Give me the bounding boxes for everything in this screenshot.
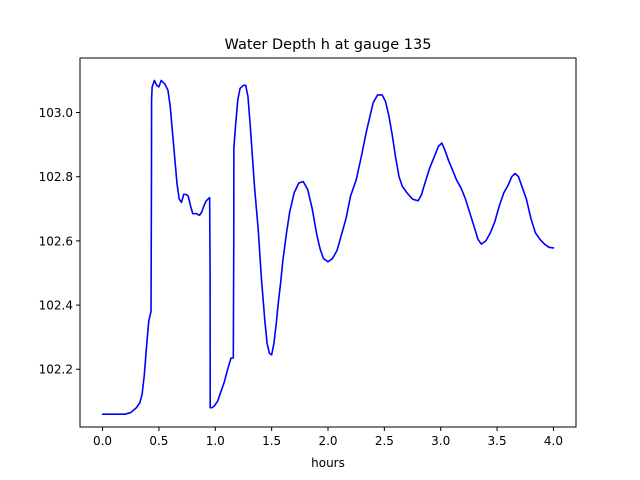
x-tick-label: 1.5 xyxy=(262,434,281,448)
y-axis: 102.2 102.4 102.6 102.8 103.0 xyxy=(39,106,80,377)
y-tick-label: 103.0 xyxy=(39,106,73,120)
y-tick-label: 102.4 xyxy=(39,299,73,313)
x-axis: 0.0 0.5 1.0 1.5 2.0 2.5 3.0 3.5 4.0 xyxy=(93,427,563,448)
x-tick-label: 1.0 xyxy=(206,434,225,448)
x-tick-label: 0.0 xyxy=(93,434,112,448)
x-axis-label: hours xyxy=(311,456,345,470)
x-tick-label: 3.0 xyxy=(431,434,450,448)
y-tick-label: 102.6 xyxy=(39,234,73,248)
y-tick-label: 102.8 xyxy=(39,170,73,184)
y-tick-label: 102.2 xyxy=(39,363,73,377)
series-line-0 xyxy=(101,79,555,415)
x-tick-label: 2.0 xyxy=(318,434,337,448)
x-tick-label: 4.0 xyxy=(544,434,563,448)
x-tick-label: 0.5 xyxy=(149,434,168,448)
series-layer xyxy=(101,79,555,415)
chart-title: Water Depth h at gauge 135 xyxy=(225,37,432,53)
x-tick-label: 3.5 xyxy=(488,434,507,448)
x-tick-label: 2.5 xyxy=(375,434,394,448)
